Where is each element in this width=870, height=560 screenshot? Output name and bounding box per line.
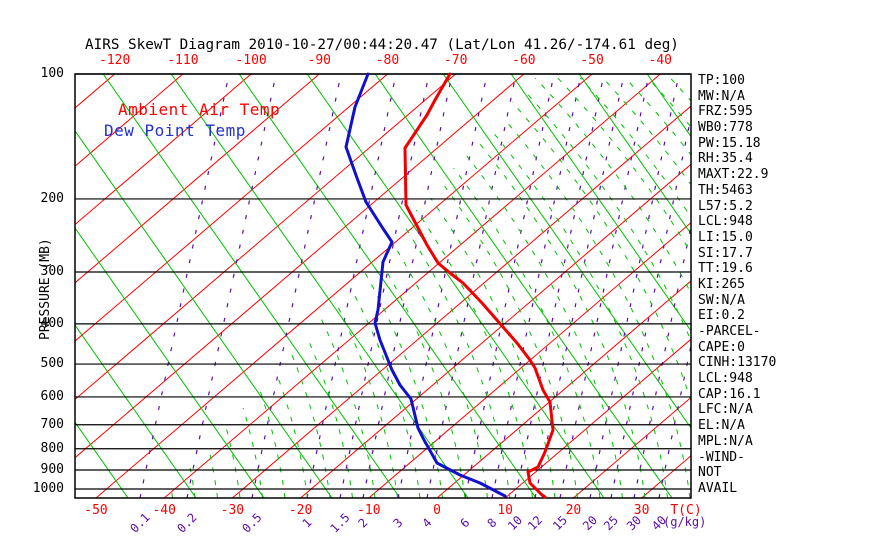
isotherm-grid xyxy=(75,74,691,498)
panel-item: WB0:778 xyxy=(698,120,753,136)
pressure-tick-label: 300 xyxy=(40,264,64,279)
panel-item: MPL:N/A xyxy=(698,433,753,449)
background-grid xyxy=(75,74,691,498)
panel-item: NOT xyxy=(698,465,722,481)
pressure-tick-label: 700 xyxy=(40,416,64,432)
legend-ambient-air-temp: Ambient Air Temp xyxy=(118,100,281,119)
panel-item: TT:19.6 xyxy=(698,261,753,277)
sounding-stats-panel: TP:100 MW:N/A FRZ:595 WB0:778 PW:15.18 RH:35.… xyxy=(698,73,776,497)
bottom-temp-tick-label: 30 xyxy=(633,503,650,518)
panel-item: TH:5463 xyxy=(698,182,753,198)
panel-item: CINH:13170 xyxy=(698,355,777,371)
moist-adiabat-grid xyxy=(171,77,691,498)
bottom-temp-tick-label: -20 xyxy=(288,503,313,518)
panel-item: CAPE:0 xyxy=(698,339,745,355)
bottom-temp-tick-label: 20 xyxy=(565,503,582,518)
panel-item: FRZ:595 xyxy=(698,104,753,120)
bottom-temp-tick-label: -10 xyxy=(357,503,381,518)
legend-dew-point-temp: Dew Point Temp xyxy=(104,121,246,140)
chart-title: AIRS SkewT Diagram 2010-10-27/00:44:20.4… xyxy=(85,37,679,53)
pressure-tick-label: 600 xyxy=(40,388,64,404)
panel-item: L57:5.2 xyxy=(698,198,753,214)
panel-item: MAXT:22.9 xyxy=(698,167,769,183)
dry-adiabat-grid xyxy=(75,74,691,498)
temp-axis-unit: T(C) xyxy=(670,503,702,518)
top-temp-tick-label: -70 xyxy=(443,53,468,68)
temperature-curve xyxy=(403,72,555,499)
bottom-temp-tick-label: -40 xyxy=(152,503,176,518)
bottom-temp-tick-label: -30 xyxy=(220,503,245,518)
panel-item: LI:15.0 xyxy=(698,229,753,245)
panel-item: AVAIL xyxy=(698,480,738,496)
pressure-tick-label: 500 xyxy=(40,356,64,372)
panel-item: RH:35.4 xyxy=(698,151,753,167)
panel-item: KI:265 xyxy=(698,276,745,292)
bottom-temp-tick-label: 10 xyxy=(497,503,514,518)
bottom-temp-tick-label: -50 xyxy=(84,503,108,518)
panel-item: LFC:N/A xyxy=(698,402,753,418)
top-temp-tick-label: -80 xyxy=(375,53,400,68)
pressure-tick-label: 800 xyxy=(40,440,64,456)
panel-item: MW:N/A xyxy=(698,88,745,104)
panel-item: PW:15.18 xyxy=(698,135,761,151)
panel-item: CAP:16.1 xyxy=(698,386,761,402)
panel-item: SI:17.7 xyxy=(698,245,753,261)
top-temp-tick-label: -120 xyxy=(99,53,131,68)
mixing-ratio-grid xyxy=(139,74,691,498)
top-temp-tick-label: -40 xyxy=(648,53,673,68)
panel-item: TP:100 xyxy=(698,73,745,88)
mixing-ratio-axis-unit: (g/kg) xyxy=(663,515,707,529)
pressure-tick-label: 900 xyxy=(40,462,64,477)
panel-item: LCL:948 xyxy=(698,214,753,230)
panel-item: EI:0.2 xyxy=(698,308,745,324)
pressure-tick-label: 1000 xyxy=(32,481,64,496)
panel-item: LCL:948 xyxy=(698,371,753,387)
top-temp-tick-label: -60 xyxy=(512,53,536,68)
pressure-tick-label: 200 xyxy=(40,190,64,206)
panel-item: SW:N/A xyxy=(698,292,745,308)
pressure-tick-label: 100 xyxy=(40,66,64,81)
panel-item: -WIND- xyxy=(698,449,745,465)
pressure-tick-label: 400 xyxy=(40,315,64,331)
top-temp-tick-label: -50 xyxy=(580,53,604,68)
panel-item: -PARCEL- xyxy=(698,324,761,339)
dewpoint-curve xyxy=(344,72,507,498)
bottom-temp-tick-label: 0 xyxy=(433,503,441,518)
plot-frame xyxy=(74,73,692,499)
top-temp-tick-label: -110 xyxy=(167,53,199,68)
panel-item: EL:N/A xyxy=(698,418,745,434)
top-temp-tick-label: -90 xyxy=(307,53,332,68)
top-temp-tick-label: -100 xyxy=(235,53,267,68)
